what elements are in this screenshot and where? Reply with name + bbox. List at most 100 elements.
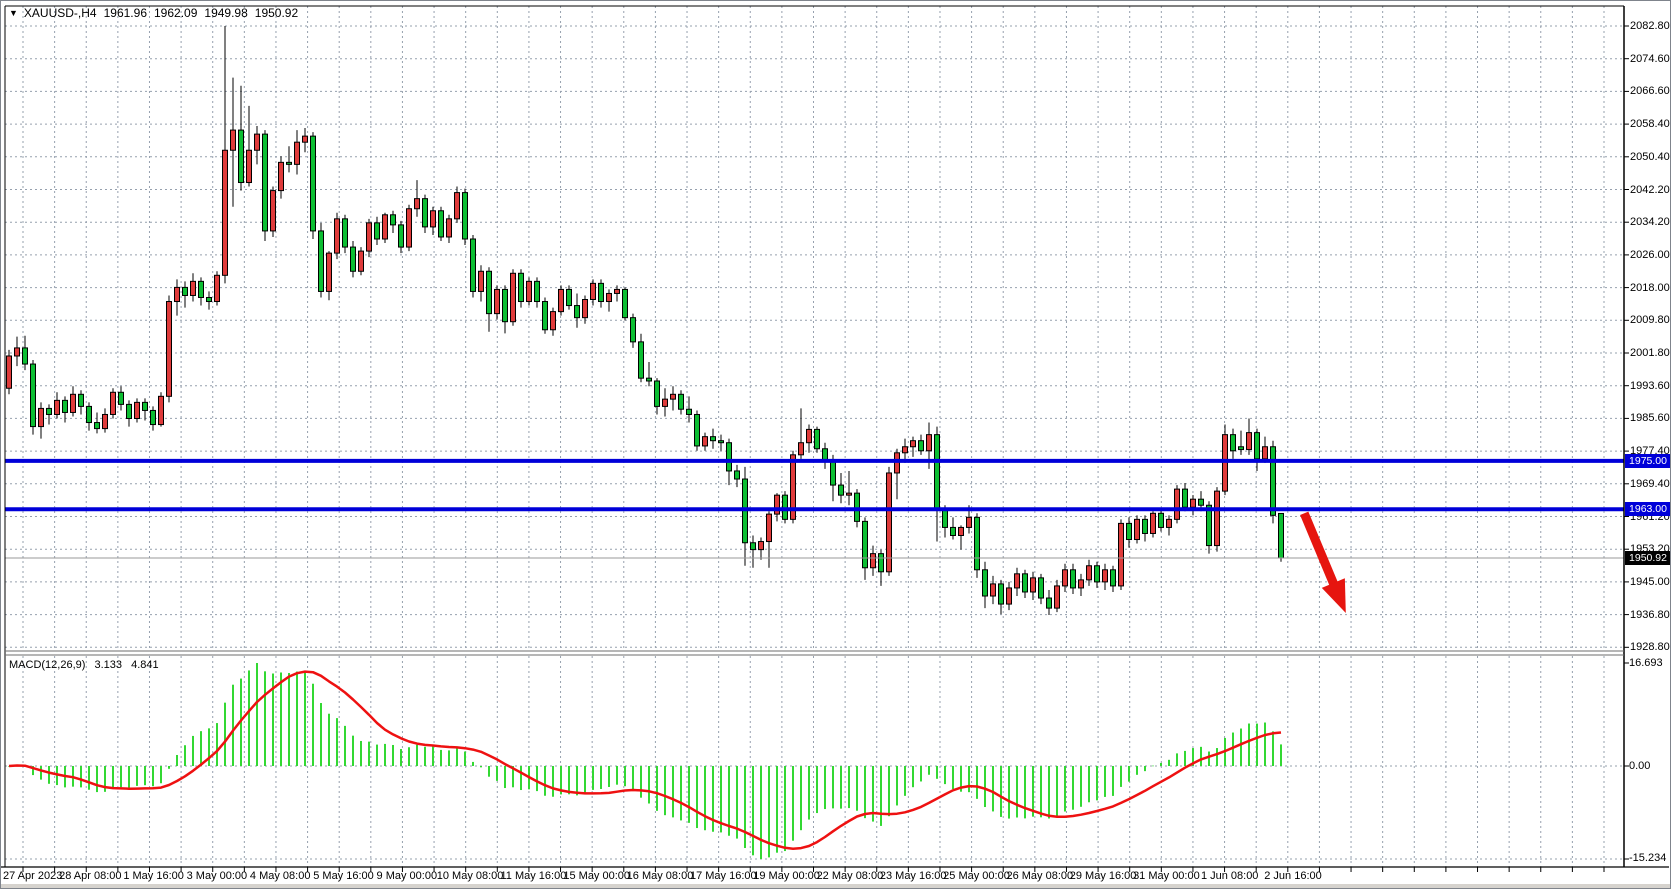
- macd-histogram-bar: [208, 728, 210, 766]
- macd-signal-line: [8, 670, 1282, 850]
- macd-histogram-bar: [824, 766, 826, 810]
- macd-histogram-bar: [936, 766, 938, 779]
- macd-histogram-bar: [888, 766, 890, 817]
- macd-histogram-bar: [976, 766, 978, 799]
- candle-body: [838, 484, 844, 496]
- price-axis-label: 2009.80: [1630, 314, 1670, 327]
- candle-body: [998, 583, 1004, 605]
- candle-body: [1110, 569, 1116, 587]
- time-axis-label: 2 Jun 16:00: [1264, 870, 1322, 882]
- macd-histogram-bar: [664, 766, 666, 816]
- macd-histogram-bar: [704, 766, 706, 831]
- macd-histogram-bar: [40, 766, 42, 780]
- sell-arrow-annotation[interactable]: [1300, 511, 1346, 613]
- candle-body: [798, 442, 804, 456]
- candle-body: [174, 286, 180, 303]
- candle-body: [702, 436, 708, 447]
- price-axis-label: 2058.40: [1630, 118, 1670, 131]
- candle-body: [134, 401, 140, 420]
- candle-body: [310, 135, 316, 232]
- candle-body: [1134, 518, 1140, 541]
- macd-histogram-bar: [1216, 748, 1218, 766]
- candle-body: [1150, 512, 1156, 534]
- candle-body: [894, 452, 900, 474]
- symbol-dropdown-icon[interactable]: ▼: [9, 8, 18, 18]
- macd-histogram-bar: [872, 766, 874, 822]
- macd-histogram-bar: [488, 766, 490, 777]
- macd-histogram-bar: [1072, 766, 1074, 810]
- candle-body: [990, 583, 996, 597]
- time-axis-label: 11 May 16:00: [500, 870, 567, 882]
- macd-histogram-bar: [200, 731, 202, 766]
- time-axis-label: 9 May 00:00: [376, 870, 438, 882]
- price-axis-label: 2066.60: [1630, 85, 1670, 98]
- macd-histogram-bar: [880, 766, 882, 826]
- macd-histogram-bar: [432, 746, 434, 766]
- macd-histogram-bar: [1160, 762, 1162, 766]
- candle-body: [198, 280, 204, 298]
- macd-histogram-bar: [304, 670, 306, 766]
- title-close-value: 1950.92: [254, 6, 299, 20]
- macd-histogram-bar: [1120, 766, 1122, 787]
- macd-histogram-bar: [1200, 746, 1202, 766]
- macd-histogram-bar: [504, 766, 506, 789]
- candle-body: [1230, 434, 1236, 452]
- candle-body: [1198, 498, 1204, 506]
- window-bottom-strip: [1, 884, 1670, 888]
- candle-body: [1014, 573, 1020, 589]
- title-high-value: 1962.09: [154, 6, 198, 20]
- macd-histogram-bar: [80, 766, 82, 788]
- candle-body: [814, 428, 820, 450]
- macd-histogram-bar: [904, 766, 906, 796]
- time-axis-label: 27 Apr 2023: [3, 870, 63, 882]
- macd-histogram-bar: [1112, 766, 1114, 796]
- time-axis-label: 23 May 16:00: [879, 870, 947, 882]
- candle-body: [494, 288, 500, 315]
- macd-histogram-bar: [264, 671, 266, 766]
- price-axis-label: 2074.60: [1630, 52, 1670, 65]
- macd-histogram-bar: [544, 766, 546, 796]
- candle-body: [374, 222, 380, 240]
- candle-body: [926, 434, 932, 452]
- candle-body: [222, 149, 228, 276]
- macd-histogram-bar: [712, 766, 714, 832]
- candle-body: [270, 190, 276, 232]
- macd-histogram-bar: [576, 766, 578, 796]
- candle-body: [830, 461, 836, 486]
- candle-body: [438, 210, 444, 238]
- candle-body: [246, 149, 252, 184]
- macd-histogram-bar: [584, 766, 586, 794]
- candle-body: [342, 218, 348, 248]
- candle-body: [14, 347, 20, 357]
- price-axis-label: 2042.20: [1630, 183, 1670, 196]
- candle-body: [854, 492, 860, 522]
- candle-body: [1278, 512, 1284, 559]
- macd-histogram-bar: [464, 751, 466, 766]
- candle-body: [62, 399, 68, 413]
- macd-histogram-bar: [352, 735, 354, 766]
- macd-histogram-bar: [1272, 731, 1274, 766]
- candle-body: [54, 399, 60, 415]
- candle-body: [806, 428, 812, 444]
- current-price-tag: 1950.92: [1625, 551, 1670, 565]
- macd-histogram-bar: [1240, 728, 1242, 766]
- candle-body: [1030, 577, 1036, 593]
- candle-body: [78, 393, 84, 407]
- macd-histogram-bar: [624, 766, 626, 787]
- macd-histogram-bar: [1264, 722, 1266, 766]
- candle-body: [358, 250, 364, 272]
- macd-histogram-bar: [952, 766, 954, 790]
- candle-body: [1182, 488, 1188, 508]
- macd-histogram-bar: [784, 766, 786, 852]
- candle-body: [550, 311, 556, 331]
- macd-histogram-bar: [440, 749, 442, 766]
- candle-body: [126, 403, 132, 420]
- candle-body: [974, 516, 980, 571]
- candle-body: [1214, 490, 1220, 547]
- time-axis-label: 31 May 00:00: [1133, 870, 1200, 882]
- macd-histogram-bar: [960, 766, 962, 792]
- candle-body: [1222, 434, 1228, 492]
- candle-body: [278, 161, 284, 192]
- candle-body: [86, 405, 92, 424]
